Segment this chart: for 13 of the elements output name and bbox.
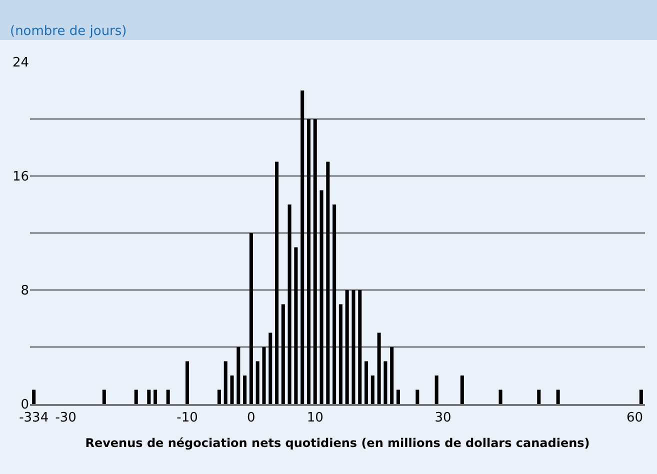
chart-subtitle: (nombre de jours) (10, 24, 127, 39)
x-tick-label: 30 (434, 410, 452, 426)
x-axis-title: Revenus de négociation nets quotidiens (en millions de dollars canadiens) (85, 436, 590, 450)
y-tick-label: 0 (20, 398, 29, 413)
y-tick-label: 24 (12, 56, 29, 71)
x-tick-label: -10 (176, 410, 198, 426)
y-tick-label: 8 (20, 284, 29, 299)
x-tick-label: 60 (626, 410, 644, 426)
x-tick-label: 10 (306, 410, 324, 426)
x-tick-label: 0 (247, 410, 256, 426)
x-tick-label: -334 (19, 410, 49, 426)
x-tick-label: -30 (55, 410, 76, 426)
y-tick-label: 16 (12, 170, 29, 185)
